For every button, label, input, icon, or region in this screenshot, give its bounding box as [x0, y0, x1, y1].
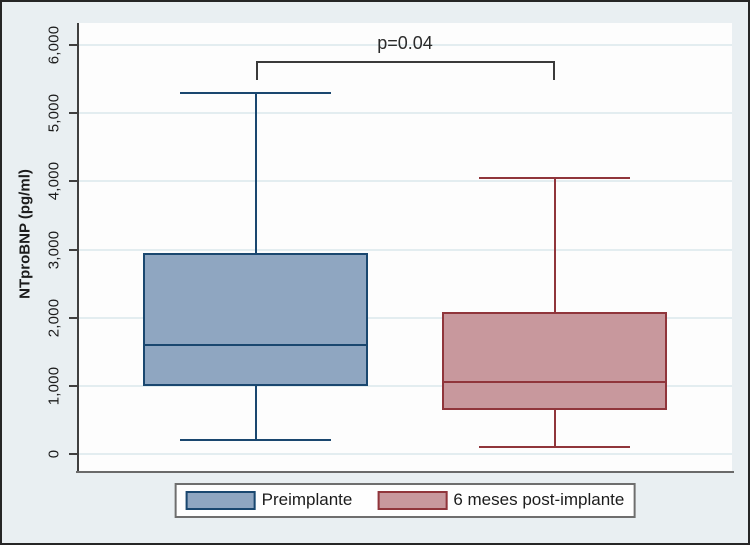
legend-label-preimplante: Preimplante: [261, 490, 353, 510]
legend: Preimplante 6 meses post-implante: [174, 483, 636, 518]
legend-swatch-preimplante: [185, 491, 256, 510]
y-tick-mark: [69, 180, 78, 183]
y-tick-mark: [69, 112, 78, 115]
gridline: [78, 44, 732, 46]
y-axis-title: NTproBNP (pg/ml): [16, 169, 34, 299]
y-tick-label: 5,000: [45, 93, 63, 133]
x-axis-line: [76, 471, 734, 473]
y-tick-mark: [69, 384, 78, 387]
whisker-upper-post-implante: [553, 177, 556, 313]
iqr-box-post-implante: [442, 312, 667, 410]
legend-swatch-post-implante: [377, 491, 448, 510]
gridline: [78, 316, 732, 319]
y-tick-mark: [69, 248, 78, 251]
y-tick-label: 1,000: [45, 366, 63, 406]
legend-entry-post-implante: 6 meses post-implante: [377, 490, 625, 510]
gridline: [78, 180, 732, 183]
gridline: [78, 248, 732, 251]
gridline: [78, 384, 732, 387]
y-tick-label: 4,000: [45, 162, 63, 201]
y-tick-label: 6,000: [45, 25, 63, 65]
p-value-label: p=0.04: [377, 33, 433, 53]
whisker-lower-post-implante: [553, 409, 556, 448]
legend-entry-preimplante: Preimplante: [185, 490, 353, 510]
significance-bracket: [255, 60, 555, 80]
y-tick-mark: [69, 453, 78, 455]
whisker-cap-top-preimplante: [180, 91, 331, 94]
y-tick-label: 0: [45, 449, 63, 459]
gridline: [78, 453, 732, 455]
whisker-upper-preimplante: [254, 92, 257, 253]
plot-area: p=0.04: [78, 23, 732, 472]
whisker-cap-bottom-preimplante: [180, 439, 331, 442]
median-line-post-implante: [442, 380, 667, 383]
whisker-cap-bottom-post-implante: [479, 446, 630, 449]
gridline: [78, 112, 732, 115]
iqr-box-preimplante: [143, 252, 368, 386]
whisker-cap-top-post-implante: [479, 176, 630, 179]
y-axis-line: [77, 23, 79, 473]
whisker-lower-preimplante: [254, 385, 257, 441]
legend-label-post-implante: 6 meses post-implante: [453, 490, 625, 510]
median-line-preimplante: [143, 343, 368, 346]
y-tick-mark: [69, 44, 78, 46]
y-tick-label: 3,000: [45, 230, 63, 269]
y-tick-label: 2,000: [45, 298, 63, 337]
y-tick-mark: [69, 316, 78, 319]
